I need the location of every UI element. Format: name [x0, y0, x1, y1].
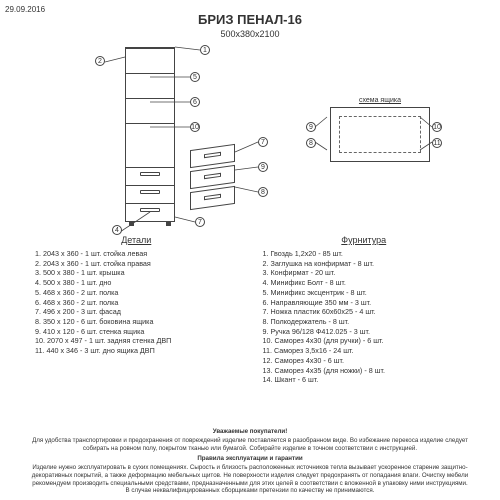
- title-block: БРИЗ ПЕНАЛ-16 500х380х2100: [0, 12, 500, 39]
- callout-5: 5: [190, 72, 200, 82]
- details-column: Детали 1. 2043 х 360 - 1 шт. стойка лева…: [35, 235, 238, 385]
- list-item: 11. Саморез 3,5х16 - 24 шт.: [263, 346, 466, 356]
- footer-p2: Изделие нужно эксплуатировать в сухих по…: [25, 464, 475, 487]
- list-item: 3. Конфирмат - 20 шт.: [263, 268, 466, 278]
- callout-7: 7: [195, 217, 205, 227]
- diagram-area: 1 2 5 6 10 4 7 7 9 8 схема ящика 9 10 8 …: [20, 42, 480, 232]
- list-item: 6. Направляющие 350 мм - 3 шт.: [263, 298, 466, 308]
- list-item: 10. 2070 х 497 - 1 шт. задняя стенка ДВП: [35, 336, 238, 346]
- footer-h2: Правила эксплуатации и гарантии: [25, 455, 475, 463]
- list-item: 13. Саморез 4х35 (для ножки) - 8 шт.: [263, 366, 466, 376]
- scheme-c11: 11: [432, 138, 442, 148]
- callout-6: 6: [190, 97, 200, 107]
- callout-10: 10: [190, 122, 200, 132]
- list-item: 6. 468 х 360 - 2 шт. полка: [35, 298, 238, 308]
- footer-h1: Уважаемые покупатели!: [25, 428, 475, 436]
- callout-p9: 9: [258, 162, 268, 172]
- list-item: 4. Минификс Болт - 8 шт.: [263, 278, 466, 288]
- callout-p8: 8: [258, 187, 268, 197]
- list-item: 1. Гвоздь 1,2х20 - 85 шт.: [263, 249, 466, 259]
- scheme-label: схема ящика: [325, 97, 435, 104]
- scheme-c8: 8: [306, 138, 316, 148]
- callout-4: 4: [112, 225, 122, 235]
- drawer-scheme: схема ящика: [325, 97, 435, 162]
- list-item: 11. 440 х 346 - 3 шт. дно ящика ДВП: [35, 346, 238, 356]
- list-item: 8. Полкодержатель - 8 шт.: [263, 317, 466, 327]
- drawer-pullout-drawing: [190, 147, 245, 197]
- product-dimensions: 500х380х2100: [0, 29, 500, 39]
- footer-p3: В случае неквалифицированных сборщиками …: [25, 487, 475, 495]
- list-item: 7. Ножка пластик 60х60х25 - 4 шт.: [263, 307, 466, 317]
- list-item: 9. Ручка 96/128 Ф412.025 - 3 шт.: [263, 327, 466, 337]
- footer-p1: Для удобства транспортировки и предохран…: [25, 437, 475, 453]
- scheme-c9: 9: [306, 122, 316, 132]
- hardware-header: Фурнитура: [263, 235, 466, 245]
- parts-lists: Детали 1. 2043 х 360 - 1 шт. стойка лева…: [35, 235, 465, 385]
- list-item: 9. 410 х 120 - 6 шт. стенка ящика: [35, 327, 238, 337]
- scheme-c10: 10: [432, 122, 442, 132]
- list-item: 7. 496 х 200 - 3 шт. фасад: [35, 307, 238, 317]
- cabinet-drawing: [125, 47, 175, 222]
- hardware-column: Фурнитура 1. Гвоздь 1,2х20 - 85 шт.2. За…: [263, 235, 466, 385]
- product-title: БРИЗ ПЕНАЛ-16: [0, 12, 500, 27]
- list-item: 5. Минификс эксцентрик - 8 шт.: [263, 288, 466, 298]
- list-item: 10. Саморез 4х30 (для ручки) - 6 шт.: [263, 336, 466, 346]
- list-item: 4. 500 х 380 - 1 шт. дно: [35, 278, 238, 288]
- details-header: Детали: [35, 235, 238, 245]
- callout-2: 2: [95, 56, 105, 66]
- list-item: 1. 2043 х 360 - 1 шт. стойка левая: [35, 249, 238, 259]
- callout-1: 1: [200, 45, 210, 55]
- list-item: 8. 350 х 120 - 6 шт. боковина ящика: [35, 317, 238, 327]
- list-item: 2. 2043 х 360 - 1 шт. стойка правая: [35, 259, 238, 269]
- callout-p7: 7: [258, 137, 268, 147]
- footer-text: Уважаемые покупатели! Для удобства транс…: [25, 425, 475, 495]
- list-item: 14. Шкант - 6 шт.: [263, 375, 466, 385]
- list-item: 2. Заглушка на конфирмат - 8 шт.: [263, 259, 466, 269]
- list-item: 5. 468 х 360 - 2 шт. полка: [35, 288, 238, 298]
- list-item: 3. 500 х 380 - 1 шт. крышка: [35, 268, 238, 278]
- list-item: 12. Саморез 4х30 - 6 шт.: [263, 356, 466, 366]
